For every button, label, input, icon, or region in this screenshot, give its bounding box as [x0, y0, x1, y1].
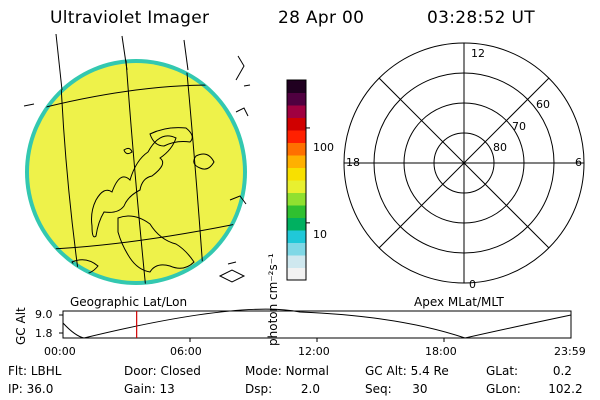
colorbar-segment: [287, 205, 306, 218]
colorbar-unit-label: photon cm⁻²s⁻¹: [266, 253, 280, 346]
mlt-label-6: 6: [575, 156, 582, 169]
colorbar-segment: [287, 80, 306, 93]
coastline: [227, 261, 237, 265]
coastline: [149, 127, 193, 147]
colorbar-segment: [287, 242, 306, 256]
colorbar: [286, 79, 310, 281]
param-seq: Seq: 30: [365, 382, 428, 396]
colorbar-frame: [286, 79, 307, 281]
altitude-xtick: 23:59: [554, 345, 586, 358]
colorbar-segment: [287, 130, 306, 143]
date-label: 28 Apr 00: [278, 8, 365, 28]
param-gc-alt: GC Alt: 5.4 Re: [365, 364, 449, 378]
coastline: [218, 269, 246, 283]
lat-label-80: 80: [493, 141, 507, 154]
colorbar-segment: [287, 255, 306, 268]
param-glat: GLat: 0.2: [486, 364, 572, 378]
time-label: 03:28:52 UT: [427, 8, 535, 28]
latitude-line: [23, 103, 35, 107]
colorbar-segment: [287, 230, 306, 243]
coastline: [123, 147, 133, 155]
colorbar-segment: [287, 167, 306, 181]
longitude-line: [121, 35, 128, 71]
colorbar-segment: [287, 155, 306, 168]
geographic-label: Geographic Lat/Lon: [70, 295, 188, 309]
longitude-line: [185, 61, 205, 284]
colorbar-segment: [287, 105, 306, 118]
altitude-curve: [62, 308, 572, 339]
altitude-xtick: 06:00: [170, 345, 202, 358]
param-glon: GLon: 102.2: [486, 382, 583, 396]
mlt-label-12: 12: [471, 47, 485, 60]
coastline: [235, 55, 245, 81]
param-mode: Mode: Normal: [245, 364, 329, 378]
lat-label-60: 60: [536, 98, 550, 111]
altitude-plot: [59, 308, 572, 342]
instrument-title: Ultraviolet Imager: [50, 8, 210, 28]
mlt-label-18: 18: [346, 156, 360, 169]
polar-panel: [343, 42, 585, 284]
latitude-line: [243, 84, 251, 87]
param-ip: IP: 36.0: [8, 382, 54, 396]
param-gain: Gain: 13: [124, 382, 175, 396]
colorbar-segment: [287, 117, 306, 131]
colorbar-segment: [287, 142, 306, 156]
colorbar-tick-10: 10: [313, 228, 327, 241]
geographic-panel: [23, 33, 251, 285]
altitude-xtick: 00:00: [44, 345, 76, 358]
colorbar-segment: [287, 92, 306, 106]
altitude-ylabel: GC Alt: [14, 307, 28, 345]
param-flt: Flt: LBHL: [8, 364, 62, 378]
altitude-plot-frame: [62, 310, 572, 339]
coastline: [117, 215, 195, 273]
mlt-line-diagonal: [378, 77, 550, 249]
altitude-ytick-9: 9.0: [35, 308, 53, 321]
altitude-xtick: 12:00: [298, 345, 330, 358]
coastline: [193, 153, 215, 170]
colorbar-segment: [287, 180, 306, 193]
altitude-xtick: 18:00: [425, 345, 457, 358]
longitude-line: [125, 60, 147, 284]
param-door: Door: Closed: [124, 364, 201, 378]
coastline: [229, 195, 247, 205]
param-dsp: Dsp: 2.0: [245, 382, 320, 396]
colorbar-segment: [287, 267, 306, 281]
altitude-ytick-1.8: 1.8: [35, 327, 53, 340]
colorbar-tick-100: 100: [313, 141, 334, 154]
mlt-label-0: 0: [469, 278, 476, 291]
colorbar-segment: [287, 192, 306, 206]
coastline: [235, 107, 249, 117]
apex-label: Apex MLat/MLT: [414, 295, 504, 309]
longitude-line: [183, 39, 189, 71]
lat-label-70: 70: [512, 120, 526, 133]
colorbar-segment: [287, 217, 306, 231]
auroral-image-inner: [29, 63, 243, 281]
coastline: [91, 135, 177, 238]
longitude-line: [55, 33, 63, 91]
